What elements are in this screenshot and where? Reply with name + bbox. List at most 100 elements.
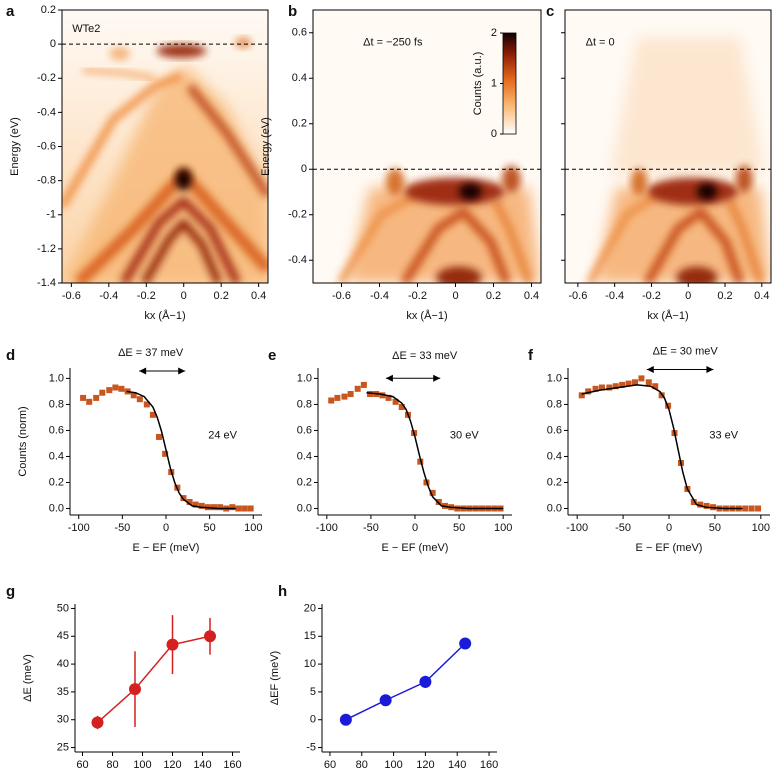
x-tick-label: 0.4 [524, 290, 539, 302]
y-tick-label: 0.8 [297, 398, 312, 410]
data-point [341, 393, 348, 400]
band [119, 196, 242, 283]
band [235, 37, 252, 49]
image [62, 10, 268, 283]
y-tick-label: 0 [310, 714, 316, 726]
x-tick-label: -100 [566, 522, 588, 534]
band [109, 46, 130, 61]
data-point [198, 502, 205, 509]
data-point [625, 380, 632, 387]
band [436, 266, 482, 283]
x-tick-label: 100 [384, 759, 402, 771]
data-point [354, 385, 361, 392]
y-tick-label: 0 [301, 163, 307, 175]
data-point [93, 394, 100, 401]
data-point [86, 398, 93, 405]
panel-letter: a [6, 3, 15, 20]
arrow-head [433, 374, 441, 382]
y-tick-label: 45 [57, 630, 69, 642]
x-tick-label: 160 [480, 759, 498, 771]
data-point [334, 394, 341, 401]
data-point [136, 396, 143, 403]
plot-frame [564, 9, 772, 284]
data-point [419, 675, 432, 688]
band [696, 183, 718, 200]
x-axis-label: E − EF (meV) [133, 542, 200, 554]
x-axis-label: kx (Å−1) [406, 309, 447, 322]
data-point [130, 392, 137, 399]
band [404, 177, 505, 206]
y-tick-label: -0.2 [37, 72, 56, 84]
data-point [166, 638, 179, 651]
band [175, 168, 192, 191]
y-tick-label: -0.4 [37, 106, 56, 118]
data-point [360, 381, 367, 388]
y-tick-label: 20 [304, 602, 316, 614]
data-point [748, 505, 755, 512]
data-point [162, 450, 169, 457]
data-point [755, 505, 762, 512]
y-axis-label: Energy (eV) [260, 117, 272, 176]
panel-letter: f [528, 347, 534, 364]
band [643, 207, 745, 283]
data-point [192, 501, 199, 508]
y-tick-label: 0.2 [41, 4, 56, 16]
data-point [143, 401, 150, 408]
x-tick-label: -50 [615, 522, 631, 534]
x-tick-label: 120 [163, 759, 181, 771]
band [630, 168, 648, 196]
image [565, 10, 771, 283]
data-point [106, 387, 113, 394]
fit-curve [366, 391, 504, 510]
data-point [204, 630, 216, 643]
annotation: 30 eV [450, 430, 479, 442]
data-point [598, 384, 605, 391]
data-point [367, 391, 374, 398]
x-tick-label: 100 [244, 522, 262, 534]
x-tick-label: -0.2 [408, 290, 427, 302]
annotation: 24 eV [208, 430, 237, 442]
data-point [339, 713, 352, 726]
band [186, 83, 268, 199]
data-point [592, 385, 599, 392]
data-point [118, 385, 125, 392]
plot-frame [312, 9, 542, 284]
band [385, 168, 405, 196]
data-point [379, 392, 386, 399]
data-point [417, 458, 424, 465]
data-point [235, 505, 242, 512]
x-tick-label: -50 [363, 522, 379, 534]
y-tick-label: 35 [57, 686, 69, 698]
data-point [392, 398, 399, 405]
y-axis-label: Energy (eV) [9, 117, 21, 176]
y-tick-label: 0.6 [292, 27, 307, 39]
band [735, 165, 753, 193]
y-tick-label: -5 [306, 741, 316, 753]
band [458, 183, 482, 200]
x-tick-label: 160 [223, 759, 241, 771]
data-point [80, 394, 87, 401]
colorbar [502, 32, 517, 135]
annotation: ΔE = 37 meV [118, 347, 184, 359]
band [140, 218, 223, 283]
y-tick-label: 0.8 [547, 398, 562, 410]
x-axis-label: kx (Å−1) [144, 309, 185, 322]
x-tick-label: -0.4 [99, 290, 118, 302]
x-tick-label: 100 [752, 522, 770, 534]
y-tick-label: 0 [50, 38, 56, 50]
x-tick-label: -0.6 [568, 290, 587, 302]
annotation: 33 eV [709, 430, 738, 442]
band [586, 192, 660, 283]
data-point [459, 637, 472, 650]
band [156, 44, 207, 58]
band [610, 37, 765, 174]
y-tick-label: -0.8 [37, 175, 56, 187]
y-tick-label: 1.0 [547, 372, 562, 384]
y-tick-label: -0.6 [37, 140, 56, 152]
data-point [585, 388, 592, 395]
y-tick-label: -1 [46, 209, 56, 221]
data-point [632, 379, 639, 386]
x-tick-label: 0 [666, 522, 672, 534]
data-point [247, 505, 254, 512]
